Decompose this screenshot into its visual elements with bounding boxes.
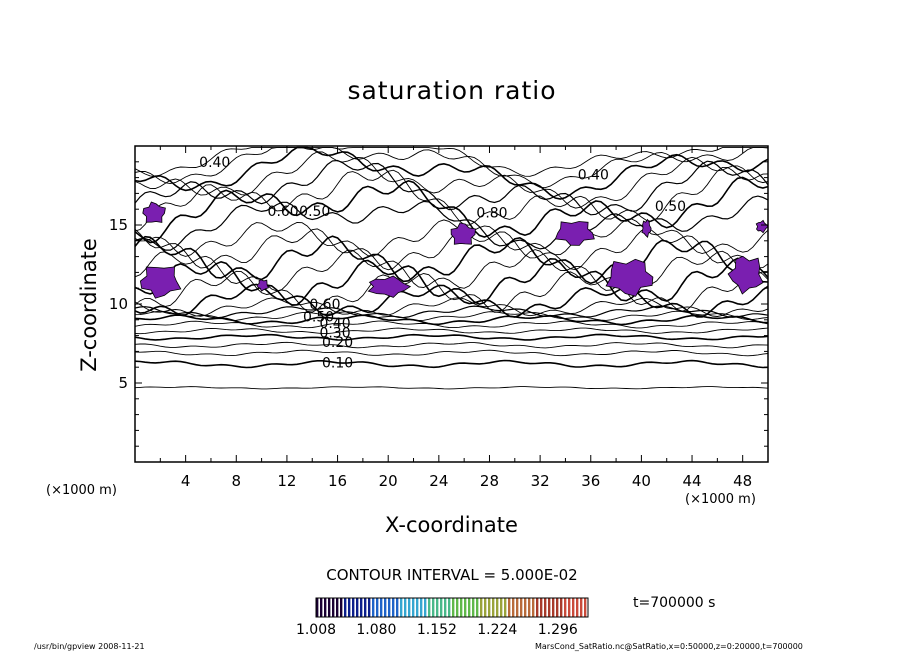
- x-tick-label: 40: [632, 472, 651, 490]
- contour-lines: [134, 146, 769, 390]
- supersaturated-region: [554, 221, 595, 246]
- contour-label: 0.80: [476, 205, 507, 221]
- y-tick-label: 10: [109, 295, 128, 313]
- contour-label: 0.60: [309, 297, 340, 313]
- contour-label: 0.50: [655, 199, 686, 215]
- supersaturated-region: [367, 275, 412, 298]
- x-tick-label: 24: [429, 472, 448, 490]
- colorbar-tick-label: 1.152: [416, 622, 457, 638]
- x-tick-label: 28: [480, 472, 499, 490]
- colorbar-tick-label: 1.080: [356, 622, 397, 638]
- contour-label: 0.40: [578, 167, 609, 183]
- x-tick-label: 16: [328, 472, 347, 490]
- supersaturated-regions: [139, 201, 769, 299]
- colorbar: [315, 597, 589, 618]
- x-tick-label: 8: [232, 472, 242, 490]
- colorbar-tick-label: 1.008: [295, 622, 337, 638]
- footer-left: /usr/bin/gpview 2008-11-21: [34, 642, 145, 651]
- contour-label: 0.40: [319, 316, 350, 332]
- contour-label: 0.20: [322, 335, 353, 351]
- contour-interval: CONTOUR INTERVAL = 5.000E-02: [326, 566, 578, 584]
- axis-ticks: [135, 145, 769, 462]
- chart-title: saturation ratio: [347, 76, 557, 105]
- footer-right: MarsCond_SatRatio.nc@SatRatio,x=0:50000,…: [535, 642, 803, 651]
- time-label: t=700000 s: [633, 595, 716, 611]
- supersaturated-region: [755, 219, 769, 234]
- supersaturated-region: [641, 218, 652, 238]
- x-tick-label: 44: [682, 472, 701, 490]
- contour-label: 0.10: [322, 355, 353, 371]
- x-tick-label: 12: [277, 472, 296, 490]
- x-tick-label: 36: [581, 472, 600, 490]
- x-tick-label: 32: [531, 472, 550, 490]
- supersaturated-region: [142, 201, 166, 223]
- colorbar-tick-label: 1.224: [477, 622, 518, 638]
- supersaturated-region: [139, 266, 182, 299]
- contour-label: 0.50: [303, 310, 334, 326]
- y-axis-label: Z-coordinate: [77, 238, 101, 372]
- supersaturated-region: [450, 222, 476, 245]
- x-tick-label: 20: [379, 472, 398, 490]
- colorbar-tick-label: 1.296: [537, 622, 578, 638]
- contour-label: 0.40: [199, 155, 230, 171]
- y-tick-label: 15: [109, 216, 128, 234]
- x-axis-label: X-coordinate: [385, 513, 518, 537]
- contour-label: 0.30: [319, 325, 350, 341]
- x-tick-label: 48: [733, 472, 752, 490]
- supersaturated-region: [727, 255, 764, 295]
- supersaturated-region: [605, 258, 654, 297]
- contour-labels: 0.400.400.60 0.50 0.80 0.500.600.500.400.30…: [199, 155, 686, 372]
- x-tick-label: 4: [181, 472, 191, 490]
- supersaturated-region: [256, 279, 270, 292]
- y-axis-unit: (×1000 m): [46, 483, 117, 498]
- y-tick-label: 5: [118, 374, 128, 392]
- x-axis-unit: (×1000 m): [685, 492, 756, 507]
- contour-label: 0.50: [299, 204, 330, 220]
- contour-label: 0.60: [268, 204, 299, 220]
